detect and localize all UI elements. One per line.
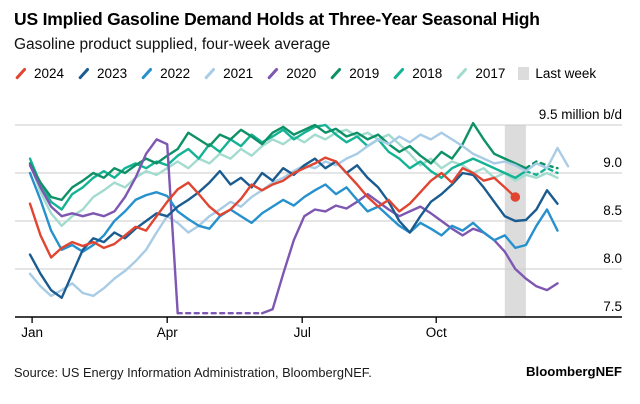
y-tick-label-9: 9.0	[603, 155, 622, 170]
x-tick-label-Jul: Jul	[294, 325, 311, 340]
x-tick-label-Oct: Oct	[426, 325, 447, 340]
last-week-swatch	[518, 67, 530, 80]
legend-item-2023: 2023	[77, 66, 127, 81]
series-line-2023	[28, 157, 559, 299]
y-tick-label-7.5: 7.5	[603, 299, 622, 314]
legend-item-2019: 2019	[329, 66, 379, 81]
latest-point-dot-2024	[510, 192, 521, 202]
legend-item-2018: 2018	[392, 66, 442, 81]
legend-label: 2021	[223, 66, 254, 81]
legend-item-last-week: Last week	[518, 66, 596, 81]
legend-label: 2017	[475, 66, 506, 81]
chart-title: US Implied Gasoline Demand Holds at Thre…	[14, 9, 540, 29]
legend-label: Last week	[535, 66, 597, 81]
x-tick-label-Apr: Apr	[157, 325, 179, 340]
series-line-2024	[28, 156, 517, 259]
bloombergnef-logo: BloombergNEF	[526, 364, 622, 379]
line-chart-plot: 9.5 million b/d 9.0 8.5 8.0 7.5 Jan Apr Jul Oct	[15, 107, 622, 340]
series-line-2022	[28, 171, 559, 253]
legend-item-2020: 2020	[266, 66, 316, 81]
legend-label: 2019	[349, 66, 380, 81]
series-line-2021	[28, 131, 570, 298]
y-tick-label-9.5: 9.5 million b/d	[539, 107, 622, 122]
series-line-2018-dashed	[524, 167, 559, 177]
series-line-2019	[28, 121, 528, 202]
y-tick-label-8.5: 8.5	[603, 203, 622, 218]
legend-label: 2022	[160, 66, 191, 81]
series-line-2019-dashed	[524, 160, 559, 170]
series-line-2020	[260, 192, 559, 315]
legend-item-2022: 2022	[140, 66, 190, 81]
legend-item-2021: 2021	[203, 66, 253, 81]
source-note: Source: US Energy Information Administra…	[14, 365, 372, 380]
legend-label: 2024	[34, 66, 65, 81]
chart-subtitle: Gasoline product supplied, four-week ave…	[14, 36, 331, 53]
legend-label: 2023	[97, 66, 128, 81]
legend-item-2024: 2024	[14, 66, 64, 81]
legend-item-2017: 2017	[455, 66, 505, 81]
x-tick-label-Jan: Jan	[21, 325, 43, 340]
legend: 2024 2023 2022 2021 2020 2019 2018 2017 Last wee…	[14, 66, 596, 81]
legend-label: 2018	[412, 66, 443, 81]
y-tick-label-8: 8.0	[603, 251, 622, 266]
legend-label: 2020	[286, 66, 317, 81]
series-line-2020	[28, 138, 179, 315]
